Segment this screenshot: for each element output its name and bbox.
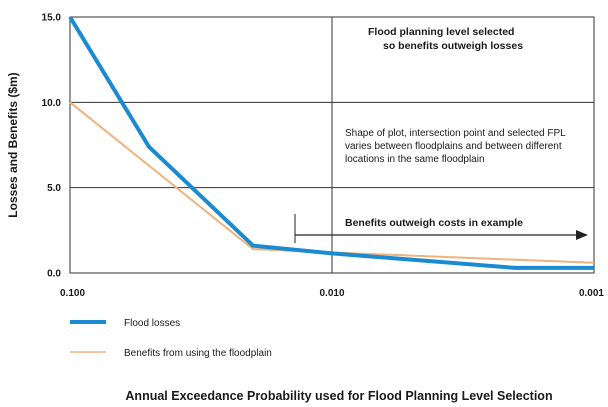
y-tick-label: 15.0 [42,13,62,24]
y-tick-label: 5.0 [47,183,61,194]
legend-label-flood-losses: Flood losses [124,318,180,329]
x-axis-label: Annual Exceedance Probability used for F… [125,389,552,403]
shape-note-line1: Shape of plot, intersection point and se… [345,128,566,139]
y-axis-ticks: 0.0 5.0 10.0 15.0 [42,13,62,280]
x-tick-label: 0.010 [319,288,344,299]
y-axis-label: Losses and Benefits ($m) [6,72,20,217]
series-group [68,15,595,270]
benefits-arrow-label: Benefits outweigh costs in example [345,217,523,229]
fpl-note-line2: so benefits outweigh losses [383,40,523,52]
benefits-arrow-head [576,230,588,240]
x-tick-label: 0.001 [579,288,604,299]
fpl-note-line1: Flood planning level selected [368,26,514,38]
x-tick-label: 0.100 [60,288,85,299]
shape-note-line2: varies between floodplains and between d… [345,141,562,152]
legend-label-benefits: Benefits from using the floodplain [124,348,272,359]
y-tick-label: 10.0 [42,98,62,109]
x-axis-ticks: 0.100 0.010 0.001 [60,288,604,299]
y-tick-label: 0.0 [47,269,61,280]
shape-note-line3: locations in the same floodplain [345,154,485,165]
gridlines [70,17,594,273]
series-line-flood-losses [68,15,594,270]
